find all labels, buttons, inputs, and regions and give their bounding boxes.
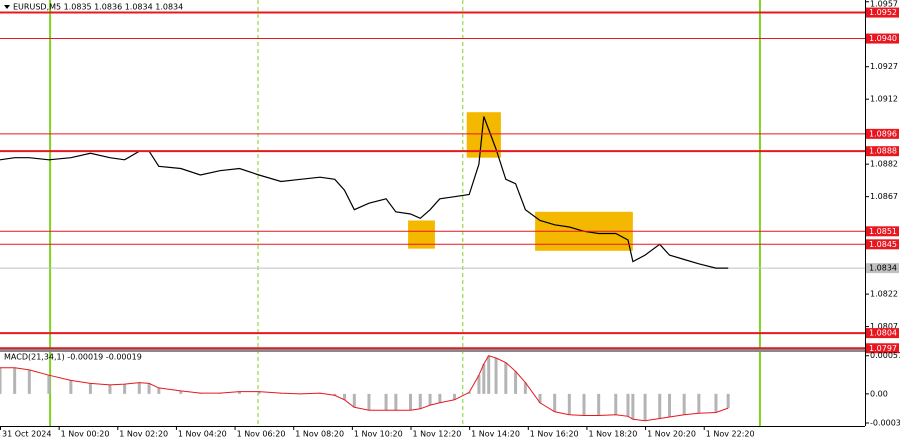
macd-bar [108,384,112,394]
macd-bar [482,363,486,394]
macd-tick-label: -0.00039 [870,419,900,428]
macd-title: MACD(21,34,1) -0.00019 -0.00019 [4,353,142,362]
level-box [866,239,899,250]
level-label: 1.0797 [869,344,897,353]
macd-bar [658,393,662,419]
macd-bar [27,369,31,394]
x-tick-label: 31 Oct 2024 [2,430,51,439]
macd-bar [714,393,718,413]
macd-bar [352,393,356,408]
macd-bar [394,393,398,411]
macd-bar [157,387,161,394]
level-box [866,343,899,354]
macd-bar [643,393,647,421]
macd-bar [123,384,127,394]
macd-bar [384,393,388,411]
macd-bar [494,357,498,394]
x-tick-label: 1 Nov 22:20 [706,430,755,439]
x-tick-label: 1 Nov 12:20 [413,430,462,439]
x-tick-label: 1 Nov 08:20 [295,430,344,439]
x-tick-label: 1 Nov 14:20 [471,430,520,439]
macd-bar [726,393,730,409]
macd-bar [367,393,371,411]
macd-bar [47,375,51,394]
macd-bar [477,375,481,394]
macd-bar [487,355,491,394]
macd-bar [137,382,141,394]
level-label: 1.0940 [869,34,897,43]
x-tick-label: 1 Nov 00:20 [61,430,110,439]
macd-bar [514,371,518,394]
macd-bar [538,393,542,403]
last-price-label: 1.0834 [869,264,897,273]
level-label: 1.0804 [869,329,897,338]
macd-signal-line [0,355,729,422]
level-label: 1.0845 [869,240,897,249]
level-box [866,7,899,18]
symbol-arrow [4,5,10,9]
macd-bar [69,380,73,394]
x-tick-label: 1 Nov 16:20 [530,430,579,439]
macd-bar [409,393,413,411]
macd-bar [697,393,701,414]
macd-bar [237,391,241,394]
macd-bar [668,393,672,418]
level-label: 1.0952 [869,8,897,17]
chart-title: EURUSD,M5 1.0835 1.0836 1.0834 1.0834 [13,3,183,12]
level-box [866,128,899,139]
macd-bar [523,382,527,394]
x-tick-label: 1 Nov 06:20 [237,430,286,439]
y-tick-label: 1.0912 [870,95,898,104]
macd-bar [614,393,618,415]
y-tick-label: 1.0807 [870,322,898,331]
macd-bar [626,393,630,417]
x-tick-label: 1 Nov 18:20 [588,430,637,439]
macd-bar [0,367,2,394]
level-box [866,33,899,44]
macd-bar [631,393,635,420]
macd-bar [257,391,261,394]
level-label: 1.0851 [869,227,897,236]
last-price-box [866,263,899,274]
macd-bar [582,393,586,416]
macd-tick-label: 0.00 [870,389,888,398]
macd-bar [333,393,337,396]
macd-bar [428,393,432,406]
y-tick-label: 1.0882 [870,160,898,169]
macd-tick-label: 0.00051 [870,351,900,360]
x-tick-label: 1 Nov 02:20 [119,430,168,439]
y-tick-label: 1.0957 [870,0,898,9]
y-tick-label: 1.0867 [870,192,898,201]
macd-bar [343,393,347,400]
macd-bar [504,362,508,394]
macd-bar [88,383,92,394]
x-tick-label: 1 Nov 04:20 [178,430,227,439]
macd-bar [567,393,571,415]
level-box [866,328,899,339]
x-tick-label: 1 Nov 20:20 [647,430,696,439]
macd-bar [179,390,183,394]
macd-bar [418,393,422,409]
macd-bar [13,367,17,394]
macd-bar [438,393,442,403]
macd-bar [597,393,601,416]
macd-bar [467,392,471,394]
y-tick-label: 1.0822 [870,290,898,299]
y-tick-label: 1.0927 [870,62,898,71]
x-tick-label: 1 Nov 10:20 [354,430,403,439]
macd-bar [553,393,557,412]
macd-bar [682,393,686,415]
level-box [866,146,899,157]
level-label: 1.0896 [869,129,897,138]
macd-bar [147,383,151,394]
macd-bar [452,393,456,400]
level-label: 1.0888 [869,147,897,156]
level-box [866,226,899,237]
